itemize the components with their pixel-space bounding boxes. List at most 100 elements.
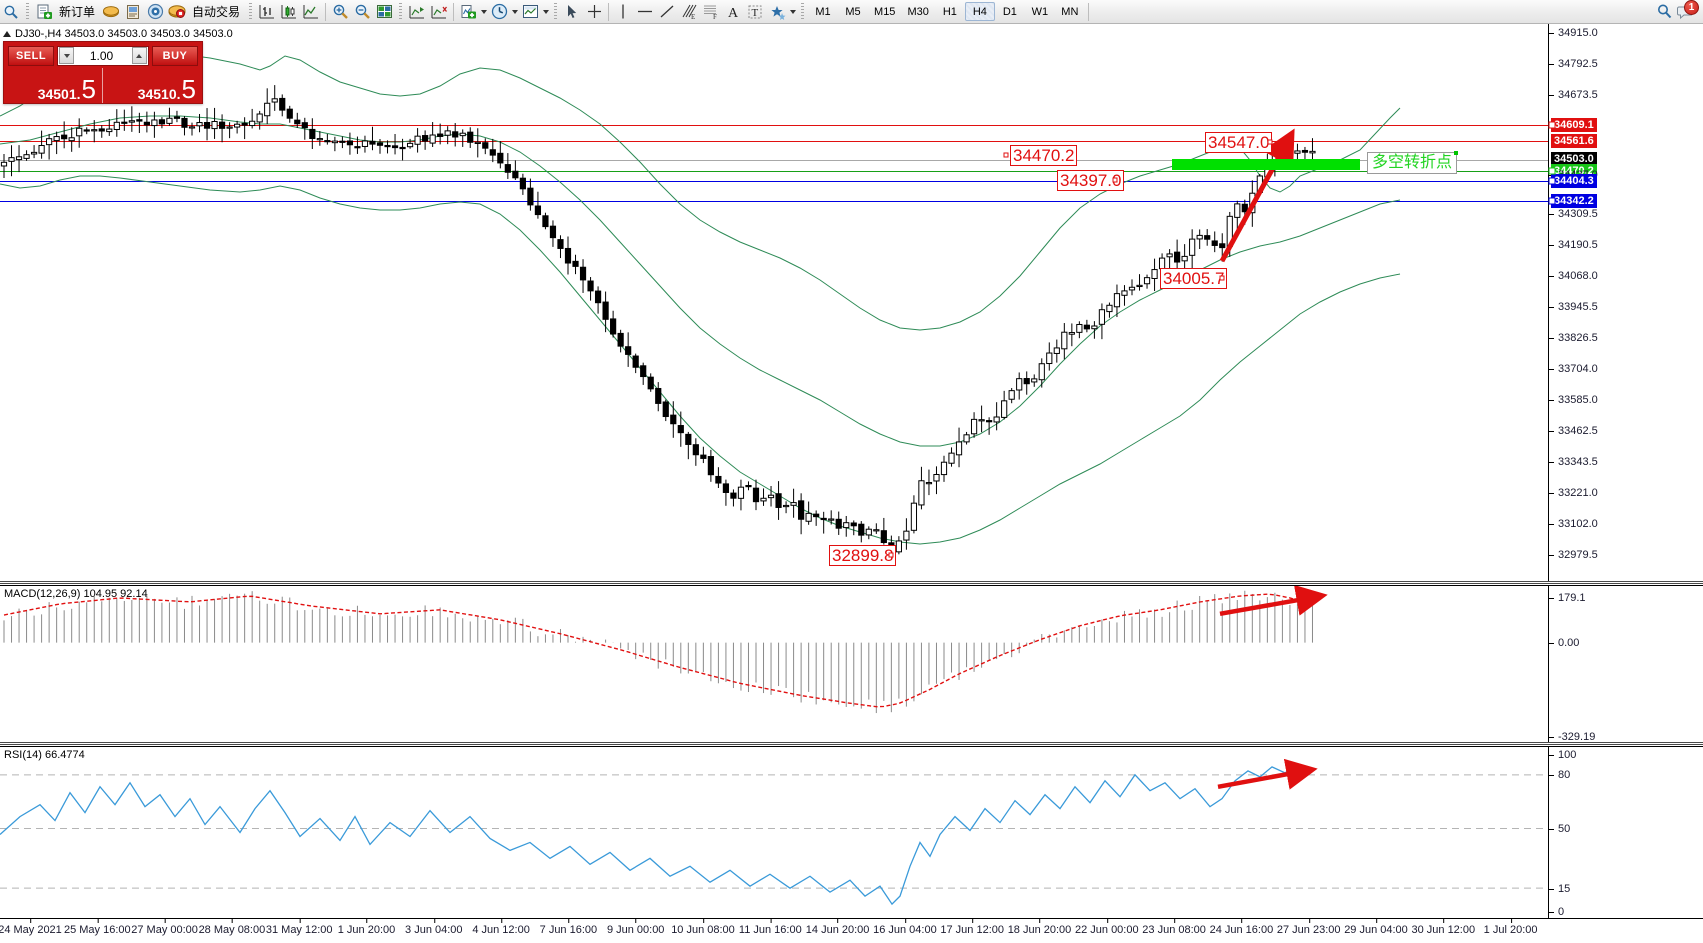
line-chart-icon[interactable]: [300, 1, 322, 22]
highlight-band[interactable]: [1172, 159, 1360, 170]
rsi-pane[interactable]: RSI(14) 66.4774 100 80 50 15 0: [0, 746, 1703, 918]
period-dropdown-icon[interactable]: [510, 1, 519, 22]
navigator-icon[interactable]: [144, 1, 166, 22]
time-axis[interactable]: 24 May 2021 25 May 16:00 27 May 00:00 28 Ma…: [0, 918, 1703, 943]
templates-icon[interactable]: [519, 1, 541, 22]
expert-advisors-icon[interactable]: [100, 1, 122, 22]
price-tag-34397[interactable]: 34397.0: [1057, 170, 1125, 191]
sell-price-dot: .: [76, 86, 81, 102]
pane-divider-rsi[interactable]: [0, 742, 1703, 745]
indicators-dropdown-icon[interactable]: [479, 1, 488, 22]
price-tag-34547[interactable]: 34547.0: [1205, 132, 1273, 153]
auto-scroll-icon[interactable]: [428, 1, 450, 22]
timeframe-d1[interactable]: D1: [1002, 5, 1017, 18]
buy-price[interactable]: 34510 . 5: [103, 68, 202, 103]
timeframe-mn[interactable]: MN: [1061, 5, 1079, 18]
level-marker-34342[interactable]: [1548, 197, 1556, 205]
candle-body: [1309, 150, 1316, 154]
price-label-34561[interactable]: 34561.6: [1551, 134, 1597, 148]
volume-stepper[interactable]: 1.00: [57, 45, 149, 66]
level-line-34342[interactable]: [0, 201, 1548, 202]
candle-body: [1016, 378, 1023, 391]
price-label-34404[interactable]: 34404.3: [1551, 174, 1597, 188]
level-line-34404[interactable]: [0, 181, 1548, 182]
tile-windows-icon[interactable]: [373, 1, 395, 22]
magnifier-icon[interactable]: [0, 1, 22, 22]
text-icon[interactable]: T: [744, 1, 766, 22]
fibo-channel-icon[interactable]: E: [678, 1, 700, 22]
toolbar-grip-2[interactable]: [247, 2, 255, 21]
time-tick: 1 Jul 20:00: [1483, 918, 1538, 936]
candle-body: [557, 239, 564, 249]
period-icon[interactable]: [488, 1, 510, 22]
time-tick: 14 Jun 20:00: [805, 918, 870, 936]
candle-body: [331, 140, 338, 144]
cursor-icon[interactable]: [561, 1, 583, 22]
shapes-dropdown-icon[interactable]: [788, 1, 797, 22]
price-tag-34470[interactable]: 34470.2: [1010, 145, 1078, 166]
timeframe-h4[interactable]: H4: [964, 2, 995, 21]
timeframe-m30[interactable]: M30: [907, 5, 929, 18]
chart-area[interactable]: 34470.2 34397.0 34547.0 34005.7 32899.8 …: [0, 24, 1703, 943]
candle-body: [760, 497, 767, 502]
market-book-icon[interactable]: [122, 1, 144, 22]
level-marker-34404[interactable]: [1548, 177, 1556, 185]
macd-pane[interactable]: MACD(12,26,9) 104.95 92.14 179.1 0.00 -3…: [0, 585, 1703, 743]
timeframe-w1[interactable]: W1: [1031, 5, 1049, 18]
shapes-icon[interactable]: [766, 1, 788, 22]
level-line-34609[interactable]: [0, 125, 1548, 126]
templates-dropdown-icon[interactable]: [541, 1, 550, 22]
candle-body: [429, 134, 436, 144]
timeframe-h1[interactable]: H1: [942, 5, 957, 18]
candle-body: [399, 146, 406, 150]
volume-decrease-button[interactable]: [59, 47, 74, 64]
search-icon[interactable]: [1653, 1, 1675, 22]
fibo-retracement-icon[interactable]: F: [700, 1, 722, 22]
candlestick-chart-icon[interactable]: [278, 1, 300, 22]
level-line-34470[interactable]: [0, 171, 1548, 172]
level-line-34561[interactable]: [0, 141, 1548, 142]
vertical-line-icon[interactable]: [612, 1, 634, 22]
zoom-out-icon[interactable]: [351, 1, 373, 22]
indicators-icon[interactable]: [457, 1, 479, 22]
toolbar-grip-5[interactable]: [799, 2, 807, 21]
timeframe-m15[interactable]: M15: [874, 5, 896, 18]
volume-increase-button[interactable]: [131, 47, 147, 64]
timeframe-m5[interactable]: M5: [845, 5, 861, 18]
messages-icon[interactable]: 1: [1675, 0, 1699, 22]
level-marker-34609[interactable]: [1548, 121, 1556, 129]
pane-divider-macd[interactable]: [0, 581, 1703, 584]
price-label-34342[interactable]: 34342.2: [1551, 194, 1597, 208]
new-order-button[interactable]: 新订单: [55, 1, 100, 22]
zoom-in-icon[interactable]: [329, 1, 351, 22]
new-order-icon[interactable]: [33, 1, 55, 22]
candle-body: [1151, 269, 1158, 279]
buy-button[interactable]: BUY: [152, 45, 198, 66]
toolbar-grip-3[interactable]: [397, 2, 405, 21]
crosshair-icon[interactable]: [583, 1, 605, 22]
horizontal-line-icon[interactable]: [634, 1, 656, 22]
sell-button[interactable]: SELL: [8, 45, 54, 66]
price-scale[interactable]: 34915.0 34792.5 34673.5 34609.1 34561.6 …: [1548, 24, 1703, 584]
bar-chart-icon[interactable]: [256, 1, 278, 22]
sell-price[interactable]: 34501 . 5: [4, 68, 103, 103]
main-price-pane[interactable]: 34470.2 34397.0 34547.0 34005.7 32899.8 …: [0, 24, 1703, 584]
price-label-34609[interactable]: 34609.1: [1551, 118, 1597, 132]
toolbar-grip[interactable]: [24, 2, 31, 21]
price-tick: 33343.5: [1549, 456, 1598, 468]
price-tag-32899[interactable]: 32899.8: [829, 545, 897, 566]
one-click-trading-panel[interactable]: SELL 1.00 BUY 34501 . 5 34510 . 5: [3, 41, 203, 104]
chart-shift-icon[interactable]: [406, 1, 428, 22]
chart-collapse-icon[interactable]: [3, 31, 11, 37]
toolbar-grip-4[interactable]: [552, 2, 560, 21]
trendline-icon[interactable]: [656, 1, 678, 22]
text-label-icon[interactable]: A: [722, 1, 744, 22]
chinese-note-box[interactable]: 多空转折点: [1367, 151, 1459, 174]
time-tick: 30 Jun 12:00: [1411, 918, 1476, 936]
level-marker-34470[interactable]: [1548, 167, 1556, 175]
autotrading-icon[interactable]: [166, 1, 188, 22]
autotrading-button[interactable]: 自动交易: [188, 1, 245, 22]
timeframe-m1[interactable]: M1: [815, 5, 831, 18]
drawing-layer[interactable]: [0, 24, 1548, 584]
price-tag-34005[interactable]: 34005.7: [1160, 268, 1228, 289]
